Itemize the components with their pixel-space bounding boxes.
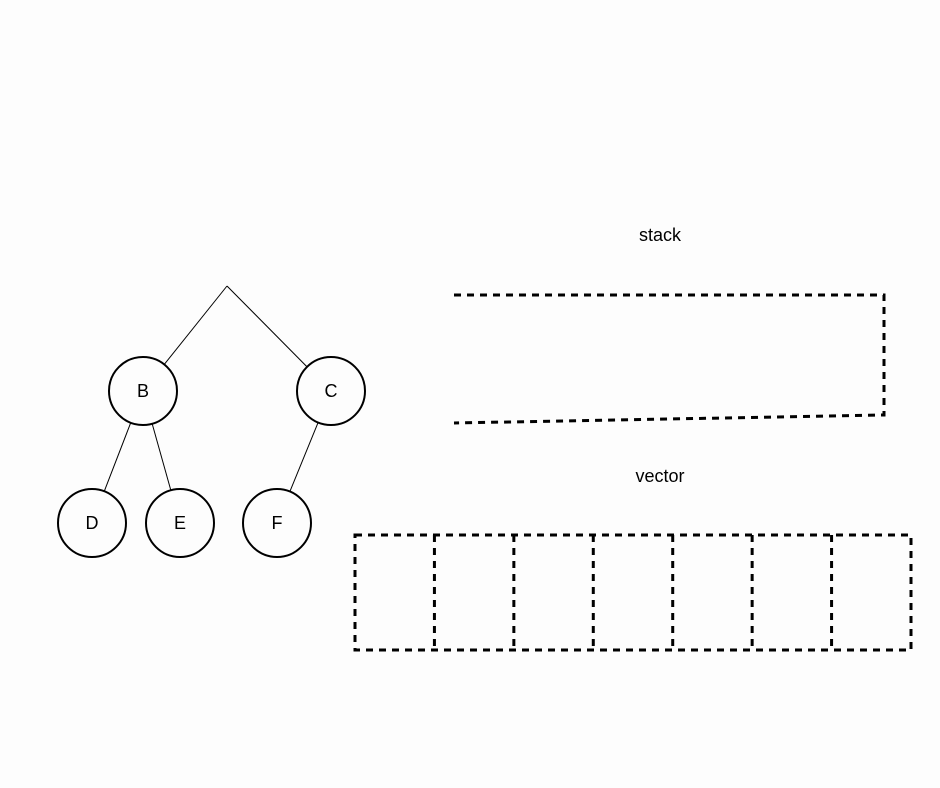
tree-node-label-d: D — [86, 513, 99, 533]
tree-edge — [290, 422, 318, 491]
tree-edge — [104, 423, 130, 492]
tree-node-b: B — [109, 357, 177, 425]
tree-node-e: E — [146, 489, 214, 557]
tree-node-label-e: E — [174, 513, 186, 533]
tree-edge — [152, 424, 171, 491]
tree-node-c: C — [297, 357, 365, 425]
tree-edge — [227, 286, 307, 367]
tree-node-d: D — [58, 489, 126, 557]
tree-node-f: F — [243, 489, 311, 557]
vector-container: vector — [355, 466, 911, 650]
tree-node-label-c: C — [325, 381, 338, 401]
stack-border — [454, 295, 884, 423]
tree-diagram: B C D E F — [58, 286, 365, 557]
stack-title: stack — [639, 225, 682, 245]
tree-node-label-f: F — [272, 513, 283, 533]
vector-border — [355, 535, 911, 650]
vector-title: vector — [635, 466, 684, 486]
tree-edge — [164, 286, 227, 364]
tree-node-label-b: B — [137, 381, 149, 401]
stack-container: stack — [454, 225, 884, 423]
